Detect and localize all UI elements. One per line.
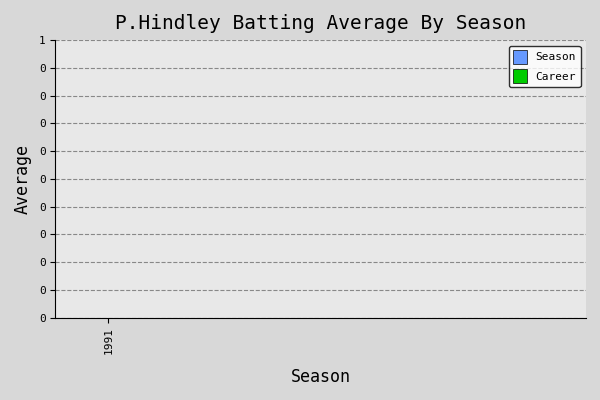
X-axis label: Season: Season [291,368,351,386]
Legend: Season, Career: Season, Career [509,46,581,87]
Y-axis label: Average: Average [14,144,32,214]
Title: P.Hindley Batting Average By Season: P.Hindley Batting Average By Season [115,14,526,33]
